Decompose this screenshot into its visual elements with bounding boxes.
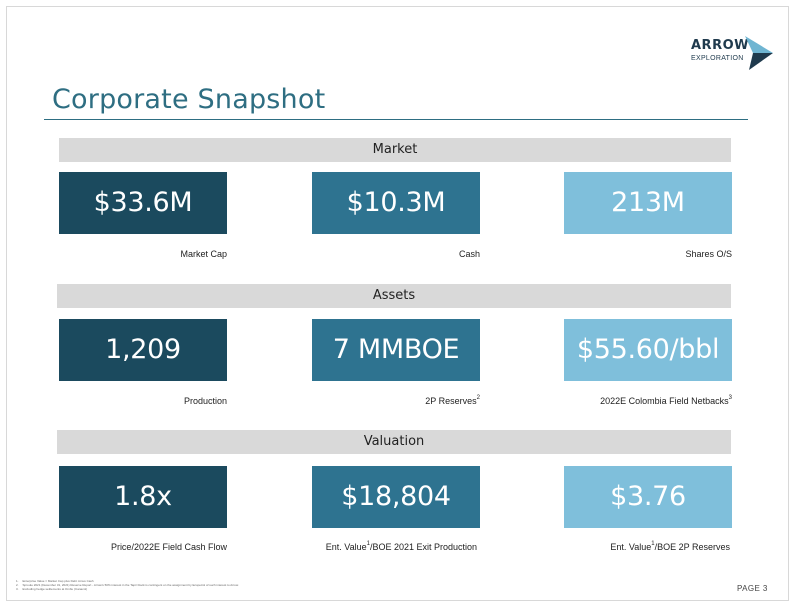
title-divider xyxy=(44,119,748,120)
section-header-valuation: Valuation xyxy=(57,430,731,454)
metric-tile-price-cash-flow: 1.8x xyxy=(59,466,227,528)
caption-price-cash-flow: Price/2022E Field Cash Flow xyxy=(110,542,227,552)
caption-ev-reserves-a: Ent. Value xyxy=(610,542,652,552)
caption-ev-production-b: /BOE 2021 Exit Production xyxy=(369,542,477,552)
footnote-text: Excluding hedge settlements at Ombu (Can… xyxy=(22,587,88,591)
footnotes: 1. Enterprise Value = Market Cap plus Deb… xyxy=(16,579,239,591)
page-title: Corporate Snapshot xyxy=(52,84,326,115)
footnote-ref: 1 xyxy=(651,541,655,547)
footnote-number: 3. xyxy=(16,587,19,591)
caption-market-cap: Market Cap xyxy=(180,249,227,259)
caption-netbacks-text: 2022E Colombia Field Netbacks xyxy=(600,396,729,406)
caption-ev-reserves: Ent. Value1/BOE 2P Reserves xyxy=(500,541,730,552)
footnote-number: 1. xyxy=(16,579,19,583)
metric-tile-reserves: 7 MMBOE xyxy=(312,319,480,381)
logo-subtitle: EXPLORATION xyxy=(691,55,744,62)
caption-ev-reserves-b: /BOE 2P Reserves xyxy=(654,542,730,552)
caption-cash: Cash xyxy=(458,249,480,259)
metric-tile-shares: 213M xyxy=(564,172,732,234)
footnote-item: 3. Excluding hedge settlements at Ombu (C… xyxy=(16,587,239,591)
arrow-logo-icon xyxy=(745,36,773,70)
footnote-ref: 1 xyxy=(366,541,370,547)
section-header-assets: Assets xyxy=(57,284,731,308)
caption-ev-production: Ent. Value1/BOE 2021 Exit Production xyxy=(220,541,477,552)
caption-production: Production xyxy=(183,396,227,406)
caption-reserves-text: 2P Reserves xyxy=(425,396,477,406)
slide-frame xyxy=(6,6,789,601)
metric-tile-cash: $10.3M xyxy=(312,172,480,234)
metric-tile-market-cap: $33.6M xyxy=(59,172,227,234)
metric-tile-ev-per-boe-production: $18,804 xyxy=(312,466,480,528)
caption-reserves: 2P Reserves2 xyxy=(312,395,480,406)
footnote-item: 2. Sproule 2021 (December 31, 2021) Reser… xyxy=(16,583,239,587)
section-header-market: Market xyxy=(59,138,731,162)
logo-wordmark: ARROW xyxy=(691,38,749,53)
footnote-text: Enterprise Value = Market Cap plus Debt … xyxy=(22,579,94,583)
caption-netbacks: 2022E Colombia Field Netbacks3 xyxy=(471,395,732,406)
caption-ev-production-a: Ent. Value xyxy=(325,542,367,552)
page-number: PAGE 3 xyxy=(737,584,768,593)
footnote-item: 1. Enterprise Value = Market Cap plus Deb… xyxy=(16,579,239,583)
metric-tile-ev-per-boe-reserves: $3.76 xyxy=(564,466,732,528)
caption-shares: Shares O/S xyxy=(685,249,732,259)
footnote-number: 2. xyxy=(16,583,19,587)
company-logo: ARROW EXPLORATION xyxy=(691,36,773,70)
footnote-ref: 2 xyxy=(476,395,480,401)
footnote-text: Sproule 2021 (December 31, 2021) Reserve… xyxy=(22,583,239,587)
metric-tile-netbacks: $55.60/bbl xyxy=(564,319,732,381)
footnote-ref: 3 xyxy=(728,395,732,401)
metric-tile-production: 1,209 BOE/D xyxy=(59,319,227,427)
